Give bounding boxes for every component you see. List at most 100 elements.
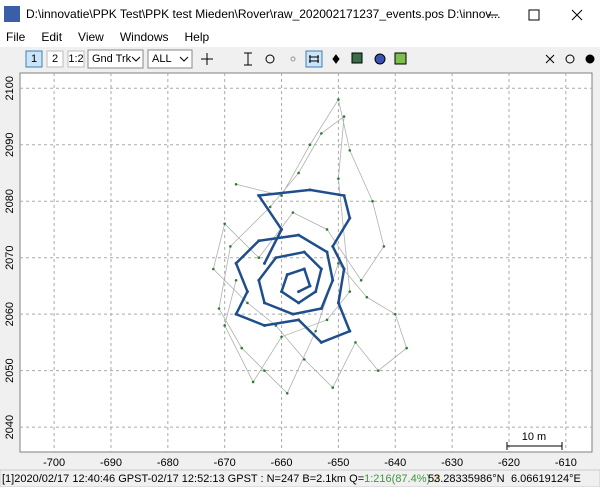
raw-point <box>359 278 363 282</box>
track-point <box>257 239 261 243</box>
track-point <box>325 250 329 254</box>
track-line <box>234 188 352 344</box>
button[interactable] <box>46 50 64 68</box>
track-point <box>262 261 266 265</box>
menu-item[interactable]: View <box>78 30 104 44</box>
maximize[interactable] <box>528 9 540 21</box>
raw-point <box>297 171 300 175</box>
status-text: [1]2020/02/17 12:40:46 GPST-02/17 12:52:… <box>2 473 364 485</box>
x-tick-label: -620 <box>498 457 520 469</box>
raw-point <box>240 346 244 350</box>
y-tick-label: 2100 <box>4 76 16 100</box>
raw-point <box>217 307 221 310</box>
plot-type-select[interactable] <box>87 49 144 69</box>
button[interactable] <box>25 50 43 68</box>
x-tick-label: -680 <box>157 457 179 469</box>
plot-area <box>19 72 593 453</box>
window-title: D:\innovatie\PPK Test\PPK test Mieden\Ro… <box>26 7 501 21</box>
track-point <box>302 250 306 254</box>
y-tick-label: 2040 <box>4 415 16 439</box>
close[interactable] <box>571 9 583 21</box>
raw-point <box>342 115 346 118</box>
track-point <box>274 256 278 260</box>
status-lat: 53.28335986°N <box>428 473 505 485</box>
raw-point <box>314 329 317 333</box>
track-point <box>302 267 306 271</box>
app-icon <box>4 6 20 22</box>
select-value: ALL <box>152 53 172 65</box>
raw-point <box>354 341 357 344</box>
y-tick-label: 2090 <box>4 132 16 156</box>
x-tick-label: -670 <box>214 457 236 469</box>
raw-point <box>302 358 306 361</box>
y-tick-label: 2050 <box>4 358 16 382</box>
track-point <box>234 261 238 265</box>
menu-item[interactable]: Help <box>185 30 210 44</box>
raw-point <box>348 290 352 293</box>
raw-point <box>348 149 352 152</box>
raw-point <box>234 182 238 186</box>
track-point <box>319 307 323 311</box>
scale-label: 10 m <box>522 431 546 443</box>
button-label: 2 <box>52 53 58 65</box>
raw-point <box>257 256 261 259</box>
quality-select[interactable] <box>147 49 193 69</box>
track-point <box>314 290 318 294</box>
track-point <box>331 244 335 248</box>
track-point <box>262 301 266 305</box>
raw-point <box>320 132 323 135</box>
track-point <box>257 194 261 198</box>
raw-point <box>308 143 312 147</box>
track-point <box>348 329 352 333</box>
raw-point <box>365 295 369 299</box>
x-tick-label: -690 <box>100 457 122 469</box>
track-point <box>245 290 249 294</box>
raw-point <box>325 228 329 231</box>
raw-point <box>223 222 226 226</box>
y-tick-label: 2080 <box>4 189 16 213</box>
x-tick-label: -660 <box>271 457 293 469</box>
raw-line <box>212 98 408 394</box>
raw-point <box>234 278 238 282</box>
data-layer <box>212 98 408 395</box>
x-tick-label: -630 <box>441 457 463 469</box>
track-point <box>297 233 301 237</box>
menu-bar <box>0 30 600 47</box>
raw-point <box>280 335 283 339</box>
track-point <box>342 194 346 198</box>
toolbar-icons <box>201 50 595 68</box>
track-point <box>319 267 323 271</box>
track-point <box>342 267 346 271</box>
track-point <box>308 188 312 192</box>
track-point <box>336 301 340 305</box>
y-tick-label: 2070 <box>4 245 16 269</box>
raw-point <box>325 318 329 322</box>
raw-point <box>263 369 266 372</box>
track-point <box>331 278 335 282</box>
x-tick-label: -700 <box>43 457 65 469</box>
button-label: 1 <box>31 53 37 65</box>
raw-point <box>393 312 397 316</box>
x-tick-label: -610 <box>555 457 577 469</box>
raw-point <box>280 194 283 197</box>
raw-point <box>337 177 340 180</box>
raw-point <box>223 324 226 327</box>
track-point <box>297 318 301 322</box>
status-lon: 6.06619124°E <box>511 473 581 485</box>
menu-item[interactable]: File <box>6 30 26 44</box>
raw-point <box>229 245 232 248</box>
menu-item[interactable]: Edit <box>41 30 62 44</box>
status-q1: 1:216(87.4%) <box>364 473 430 485</box>
track-point <box>280 290 284 294</box>
raw-point <box>337 98 340 101</box>
track-point <box>319 340 323 344</box>
status-bar <box>0 469 600 487</box>
title-bar <box>0 0 600 30</box>
track-point <box>234 312 238 316</box>
track-point <box>348 216 352 220</box>
track-point <box>280 227 284 231</box>
menu-item[interactable]: Windows <box>120 30 169 44</box>
button[interactable] <box>67 50 85 68</box>
raw-point <box>212 267 215 271</box>
